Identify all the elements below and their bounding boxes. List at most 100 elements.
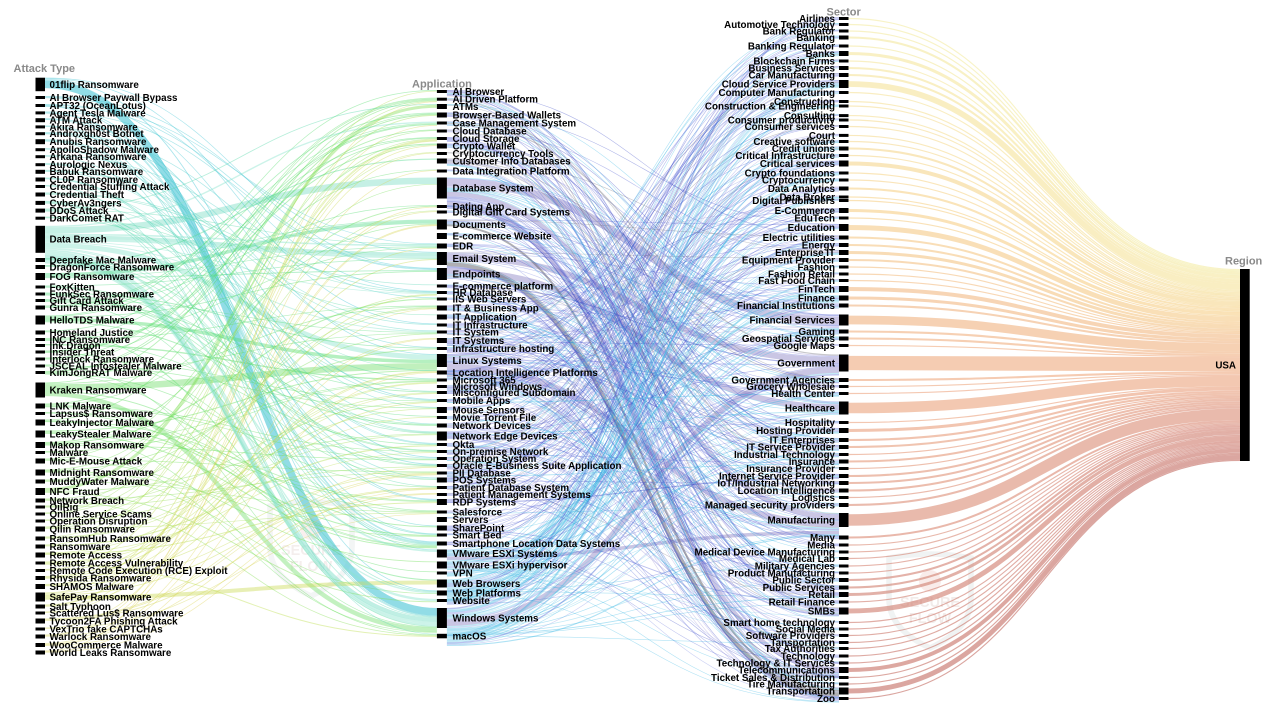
svg-text:Retail Finance: Retail Finance (769, 597, 836, 608)
svg-text:EDR: EDR (453, 241, 474, 252)
svg-text:SECURE: SECURE (628, 324, 688, 340)
svg-text:Digital Gift Card Systems: Digital Gift Card Systems (453, 207, 571, 218)
svg-text:Construction & Engineering: Construction & Engineering (705, 101, 835, 112)
svg-text:Warlock Ransomware: Warlock Ransomware (50, 632, 152, 643)
svg-text:Crypto foundations: Crypto foundations (745, 168, 836, 179)
svg-text:Public Services: Public Services (763, 583, 836, 594)
svg-text:Homeland Justice: Homeland Justice (50, 328, 134, 339)
svg-text:Servers: Servers (453, 515, 490, 526)
svg-text:FinTech: FinTech (798, 284, 835, 295)
svg-text:Internet Service Provider: Internet Service Provider (719, 471, 835, 482)
svg-text:Telecommunications: Telecommunications (738, 665, 835, 676)
svg-text:ApolloShadow Malware: ApolloShadow Malware (50, 145, 160, 156)
svg-text:Mic-E-Mouse Attack: Mic-E-Mouse Attack (50, 456, 143, 467)
svg-text:Managed security providers: Managed security providers (705, 500, 836, 511)
svg-text:Ransomware: Ransomware (50, 542, 112, 553)
svg-text:Midnight Ransomware: Midnight Ransomware (50, 468, 155, 479)
svg-text:Malware: Malware (50, 448, 89, 459)
svg-text:Consumer services: Consumer services (745, 122, 836, 133)
svg-text:JSCEAL Infostealer Malware: JSCEAL Infostealer Malware (50, 361, 183, 372)
svg-text:LNK Malware: LNK Malware (50, 401, 112, 412)
svg-text:INC Ransomware: INC Ransomware (50, 335, 131, 346)
svg-text:Endpoints: Endpoints (453, 269, 501, 280)
svg-text:Fashion: Fashion (797, 262, 835, 273)
svg-text:Kraken Ransomware: Kraken Ransomware (50, 385, 147, 396)
svg-text:Data Analytics: Data Analytics (768, 184, 836, 195)
svg-text:Patient Database System: Patient Database System (453, 483, 570, 494)
svg-text:Medical Device Manufacturing: Medical Device Manufacturing (695, 547, 835, 558)
svg-text:Geospatial Services: Geospatial Services (742, 334, 836, 345)
svg-text:Network Edge Devices: Network Edge Devices (453, 431, 559, 442)
svg-text:EduTech: EduTech (794, 213, 835, 224)
svg-text:IT Application: IT Application (453, 312, 517, 323)
svg-text:IT Infrastructure: IT Infrastructure (453, 320, 529, 331)
svg-text:Tax Authorities: Tax Authorities (765, 644, 836, 655)
svg-text:Infrastructure hosting: Infrastructure hosting (453, 344, 555, 355)
svg-text:Okta: Okta (453, 440, 475, 451)
svg-text:Credential Theft: Credential Theft (50, 190, 125, 201)
svg-text:Data Broker: Data Broker (779, 192, 835, 203)
svg-text:Healthcare: Healthcare (785, 403, 836, 414)
svg-text:Media: Media (807, 540, 835, 551)
svg-text:Windows Systems: Windows Systems (453, 613, 539, 624)
svg-text:IoT/Industrial Networking: IoT/Industrial Networking (717, 478, 835, 489)
svg-text:Customer Info Databases: Customer Info Databases (453, 156, 572, 167)
svg-text:Crypto Wallet: Crypto Wallet (453, 141, 517, 152)
svg-text:Gunra Ransomware: Gunra Ransomware (50, 303, 143, 314)
svg-text:VexTrio fake CAPTCHAs: VexTrio fake CAPTCHAs (50, 624, 164, 635)
svg-text:SharePoint: SharePoint (453, 523, 505, 534)
svg-text:Region: Region (1225, 256, 1263, 268)
svg-text:VPN: VPN (453, 568, 473, 579)
svg-text:FOG Ransomware: FOG Ransomware (50, 272, 135, 283)
svg-text:Automotive Technology: Automotive Technology (724, 20, 835, 31)
svg-text:Rhysida Ransomware: Rhysida Ransomware (50, 573, 152, 584)
svg-text:Car Manufacturing: Car Manufacturing (748, 70, 835, 81)
svg-text:Remote Access Vulnerability: Remote Access Vulnerability (50, 558, 184, 569)
svg-text:Airlines: Airlines (799, 14, 835, 25)
svg-text:Logistics: Logistics (792, 493, 836, 504)
svg-text:Insurance Provider: Insurance Provider (746, 464, 835, 475)
svg-text:SafePay Ransomware: SafePay Ransomware (50, 592, 152, 603)
svg-text:APT32 (OceanLotus): APT32 (OceanLotus) (50, 101, 146, 112)
svg-text:CyberAv3ngers: CyberAv3ngers (50, 198, 123, 209)
svg-text:Enterprise IT: Enterprise IT (775, 248, 835, 259)
svg-text:Agent Tesla Malware: Agent Tesla Malware (50, 108, 147, 119)
svg-text:MuddyWater Malware: MuddyWater Malware (50, 477, 150, 488)
svg-text:Tycoon2FA Phishing Attack: Tycoon2FA Phishing Attack (50, 616, 179, 627)
svg-text:Ticket Sales & Distribution: Ticket Sales & Distribution (711, 673, 835, 684)
svg-text:Aurologic Nexus: Aurologic Nexus (50, 160, 128, 171)
svg-text:CL0P Ransomware: CL0P Ransomware (50, 175, 139, 186)
svg-text:RansomHub Ransomware: RansomHub Ransomware (50, 534, 172, 545)
svg-text:Public Sector: Public Sector (772, 575, 835, 586)
svg-text:Grocery Wholesale: Grocery Wholesale (746, 382, 835, 393)
svg-text:Retail: Retail (808, 590, 835, 601)
svg-text:AI Driven Platform: AI Driven Platform (453, 95, 539, 106)
svg-text:Fashion Retail: Fashion Retail (768, 269, 835, 280)
svg-text:Many: Many (810, 533, 836, 544)
svg-text:Data Integration Platform: Data Integration Platform (453, 166, 570, 177)
svg-text:Blockchain Firms: Blockchain Firms (753, 56, 835, 67)
svg-text:Application: Application (412, 79, 472, 91)
svg-text:WooCommerce Malware: WooCommerce Malware (50, 640, 164, 651)
svg-text:Social Media: Social Media (776, 624, 836, 635)
svg-text:VMware ESXi Systems: VMware ESXi Systems (453, 549, 559, 560)
svg-text:AI Browser Paywall Bypass: AI Browser Paywall Bypass (50, 93, 179, 104)
svg-text:Website: Website (453, 596, 491, 607)
svg-text:AI Browser: AI Browser (453, 87, 505, 98)
svg-text:OilRig: OilRig (50, 502, 79, 513)
svg-text:Mouse Sensors: Mouse Sensors (453, 405, 526, 416)
svg-text:KimJongRAT Malware: KimJongRAT Malware (50, 368, 153, 379)
svg-text:Technology: Technology (781, 651, 836, 662)
svg-text:DarkComet RAT: DarkComet RAT (50, 214, 124, 225)
svg-text:Web Platforms: Web Platforms (453, 588, 522, 599)
svg-text:USA: USA (1215, 360, 1236, 371)
svg-text:Gaming: Gaming (799, 327, 835, 338)
svg-text:Operation System: Operation System (453, 454, 537, 465)
svg-text:On-premise Network: On-premise Network (453, 447, 549, 458)
svg-text:VMware ESXi hypervisor: VMware ESXi hypervisor (453, 560, 568, 571)
svg-text:Cloud Storage: Cloud Storage (453, 134, 520, 145)
svg-text:FLOW: FLOW (637, 340, 680, 356)
svg-text:Documents: Documents (453, 220, 507, 231)
svg-text:Attack Type: Attack Type (14, 63, 76, 75)
svg-text:Energy: Energy (802, 240, 836, 251)
